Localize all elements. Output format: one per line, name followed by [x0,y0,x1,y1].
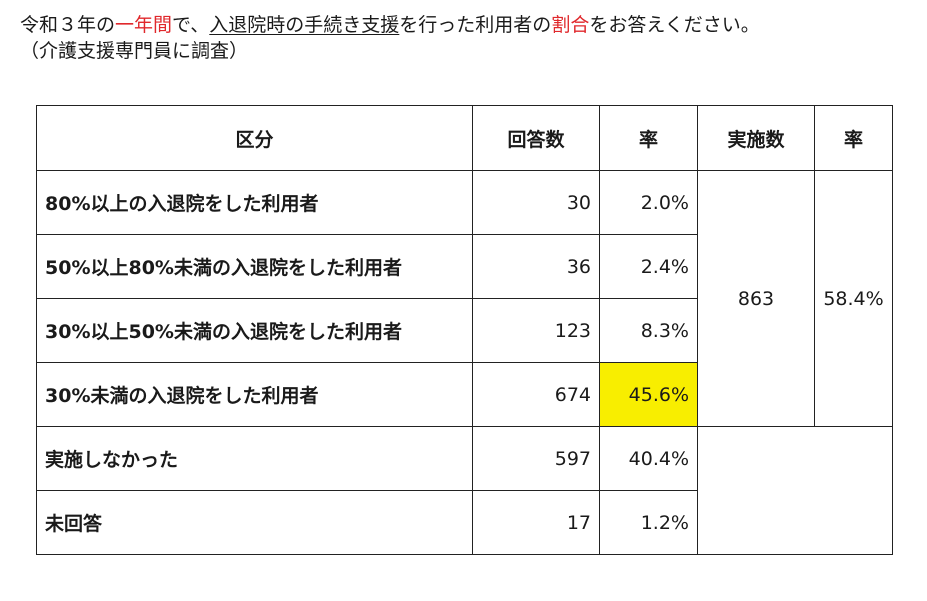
question-comma: で、 [172,14,210,36]
question-suffix: をお答えください。 [589,14,760,36]
question-line-2: （介護支援専門員に調査） [20,40,249,62]
row-rate: 2.0% [599,170,698,235]
row-label: 実施しなかった [36,426,473,491]
table-header-row: 区分 回答数 率 実施数 率 [36,105,893,171]
row-count: 123 [472,298,600,363]
survey-table: 区分 回答数 率 実施数 率 80%以上の入退院をした利用者 30 2.0% 8… [36,105,893,555]
implemented-count: 863 [697,170,815,427]
row-rate-highlighted: 45.6% [599,362,698,427]
header-implemented-rate: 率 [814,105,893,171]
row-label: 50%以上80%未満の入退院をした利用者 [36,234,473,299]
question-highlight-year: 一年間 [115,14,173,36]
row-count: 36 [472,234,600,299]
row-rate: 1.2% [599,490,698,555]
table-row: 未回答 17 1.2% [36,490,893,555]
table-row: 80%以上の入退院をした利用者 30 2.0% 863 58.4% [36,170,893,427]
row-count: 674 [472,362,600,427]
row-rate: 2.4% [599,234,698,299]
implemented-rate: 58.4% [814,170,893,427]
row-count: 17 [472,490,600,555]
table-row: 実施しなかった 597 40.4% [36,426,893,555]
row-count: 30 [472,170,600,235]
row-label: 30%未満の入退院をした利用者 [36,362,473,427]
question-underlined-topic: 入退院時の手続き支援 [209,14,400,36]
row-label: 30%以上50%未満の入退院をした利用者 [36,298,473,363]
row-rate: 40.4% [599,426,698,491]
table-row: 50%以上80%未満の入退院をした利用者 36 2.4% [36,234,893,299]
table-row: 30%以上50%未満の入退院をした利用者 123 8.3% [36,298,893,363]
question-text: 令和３年の一年間で、入退院時の手続き支援を行った利用者の割合をお答えください。 … [20,12,920,64]
question-line-1: 令和３年の一年間で、入退院時の手続き支援を行った利用者の割合をお答えください。 [20,12,920,38]
row-label: 80%以上の入退院をした利用者 [36,170,473,235]
question-prefix: 令和３年の [20,14,116,36]
table-row: 30%未満の入退院をした利用者 674 45.6% [36,362,893,427]
row-count: 597 [472,426,600,491]
row-rate: 8.3% [599,298,698,363]
header-category: 区分 [36,105,473,171]
header-implemented: 実施数 [697,105,815,171]
blank-cell [697,426,893,555]
row-label: 未回答 [36,490,473,555]
header-rate: 率 [599,105,698,171]
header-responses: 回答数 [472,105,600,171]
question-mid: を行った利用者の [399,14,552,36]
question-highlight-ratio: 割合 [551,14,590,36]
